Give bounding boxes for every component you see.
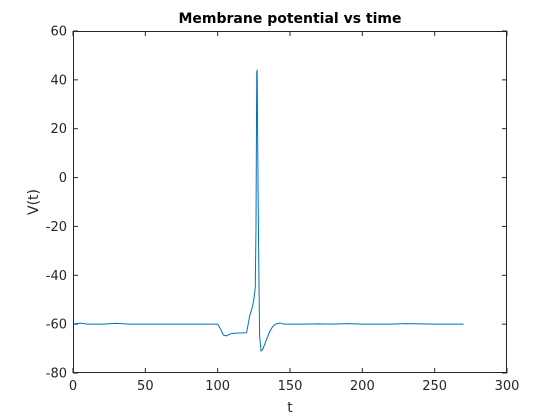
ticks-layer: 0 50 100 150 200 250 300 -80 -60 -40 -20 0 20 40 60 (46, 25, 520, 395)
x-tick-label: 150 (278, 379, 303, 394)
y-tick-label: 40 (50, 73, 67, 88)
axes-box (73, 31, 507, 373)
y-axis-label: V(t) (26, 189, 42, 215)
chart-title: Membrane potential vs time (178, 11, 401, 27)
x-tick-label: 50 (137, 379, 154, 394)
y-tick-label: 20 (50, 122, 67, 137)
x-tick-label: 300 (495, 379, 520, 394)
y-tick-label: 0 (59, 171, 67, 186)
series-layer (72, 69, 464, 352)
x-tick-label: 250 (422, 379, 447, 394)
x-tick-label: 200 (350, 379, 375, 394)
plot-area (73, 31, 507, 373)
x-tick-label: 100 (205, 379, 230, 394)
y-tick-label: 60 (50, 25, 67, 40)
y-tick-label: -40 (46, 269, 67, 284)
y-tick-label: -20 (46, 220, 67, 235)
x-axis-label: t (287, 400, 293, 416)
series-line (72, 69, 464, 352)
y-tick-label: -80 (46, 367, 67, 382)
y-tick-label: -60 (46, 318, 67, 333)
x-tick-label: 0 (69, 379, 77, 394)
